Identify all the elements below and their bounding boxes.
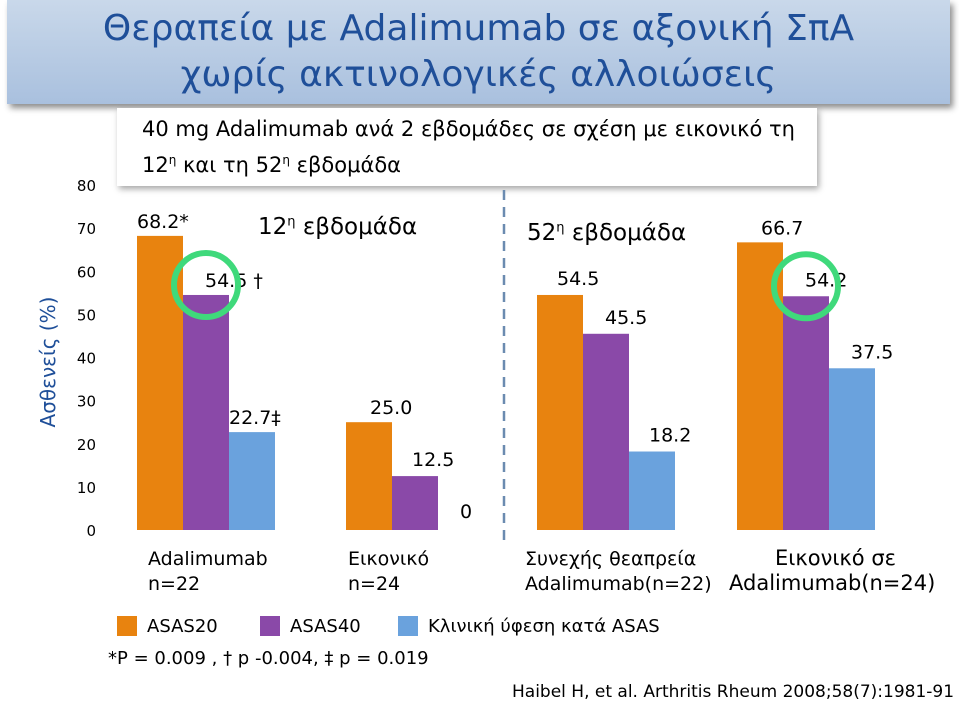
y-tick-label: 0 (86, 522, 96, 540)
subtitle-line-2: 12η και τη 52η εβδομάδα (142, 153, 402, 177)
y-tick-label: 70 (77, 220, 96, 238)
title-line-1: Θεραπεία με Adalimumab σε αξονική ΣπΑ (102, 8, 855, 49)
category-label-line2: n=22 (148, 573, 200, 595)
legend-swatch-asas20 (117, 616, 137, 636)
bar-asas40-1 (392, 476, 438, 530)
bar-asas20-2 (537, 294, 583, 530)
data-label: 25.0 (370, 397, 412, 419)
subtitle-line-1: 40 mg Adalimumab ανά 2 εβδομάδες σε σχέσ… (142, 117, 795, 141)
citation: Haibel H, et al. Arthritis Rheum 2008;58… (512, 682, 955, 702)
data-label: 22.7‡ (229, 407, 281, 429)
category-label-line1: Adalimumab (148, 548, 268, 570)
legend-label-asas20: ASAS20 (147, 616, 218, 637)
y-tick-label: 20 (77, 436, 96, 454)
bar-asas20-1 (346, 422, 392, 530)
category-label-line1: Εικονικό (348, 548, 429, 570)
title-line-2: χωρίς ακτινολογικές αλλοιώσεις (180, 54, 777, 95)
data-label: 66.7 (761, 217, 803, 239)
subtitle-box: 40 mg Adalimumab ανά 2 εβδομάδες σε σχέσ… (117, 108, 817, 186)
bar-κλινική-ύφεση-κατά-asas-2 (629, 451, 675, 530)
week52-label: 52η εβδομάδα (527, 220, 687, 246)
highlight-circle (771, 251, 841, 322)
highlight-circle (171, 249, 241, 320)
data-label: 0 (460, 501, 472, 523)
data-label: 54.2 (805, 269, 847, 291)
week12-label: 12η εβδομάδα (258, 214, 418, 240)
footnote: *P = 0.009 , † p -0.004, ‡ p = 0.019 (108, 648, 429, 669)
category-label-line2: Adalimumab(n=22) (525, 573, 712, 595)
bar-asas40-3 (783, 296, 829, 530)
legend-swatch-asas40 (260, 616, 280, 636)
category-label-line2: Adalimumab(n=24) (729, 571, 935, 595)
legend-label-asas40: ASAS40 (290, 616, 361, 637)
category-label-line2: n=24 (348, 573, 400, 595)
y-tick-label: 30 (77, 393, 96, 411)
category-label-line1: Εικονικό σε (775, 546, 896, 570)
y-tick-label: 60 (77, 263, 96, 281)
data-label: 54.5 † (205, 270, 263, 292)
legend-label-remission: Κλινική ύφεση κατά ASAS (428, 616, 660, 637)
y-tick-label: 80 (77, 177, 96, 195)
data-label: 37.5 (851, 341, 893, 363)
data-label: 54.5 (557, 268, 599, 290)
bar-asas40-2 (583, 333, 629, 530)
title-banner: Θεραπεία με Adalimumab σε αξονική ΣπΑ χω… (7, 0, 950, 104)
y-tick-label: 10 (77, 479, 96, 497)
y-tick-label: 50 (77, 306, 96, 324)
data-label: 68.2* (137, 211, 189, 233)
data-label: 12.5 (412, 449, 454, 471)
legend-swatch-remission (398, 616, 418, 636)
bar-κλινική-ύφεση-κατά-asas-0 (229, 432, 275, 530)
y-tick-label: 40 (77, 350, 96, 368)
data-label: 18.2 (649, 425, 691, 447)
bar-κλινική-ύφεση-κατά-asas-3 (829, 368, 875, 530)
data-label: 45.5 (605, 307, 647, 329)
bar-asas40-0 (183, 294, 229, 530)
category-label-line1: Συνεχής θεαπρεία (525, 548, 696, 570)
